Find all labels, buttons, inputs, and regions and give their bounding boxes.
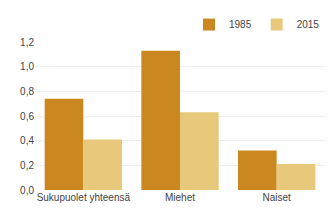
svg-text:0,0: 0,0 [20,185,34,196]
svg-text:0,4: 0,4 [20,135,34,146]
svg-text:1985: 1985 [229,19,252,30]
svg-text:Miehet: Miehet [165,192,195,203]
svg-text:Naiset: Naiset [262,192,291,203]
svg-text:1,0: 1,0 [20,61,34,72]
svg-text:0,2: 0,2 [20,160,34,171]
svg-text:0,8: 0,8 [20,86,34,97]
svg-text:1,2: 1,2 [20,37,34,48]
svg-text:2015: 2015 [297,19,320,30]
svg-text:Sukupuolet yhteensä: Sukupuolet yhteensä [37,192,131,203]
svg-text:0,6: 0,6 [20,111,34,122]
